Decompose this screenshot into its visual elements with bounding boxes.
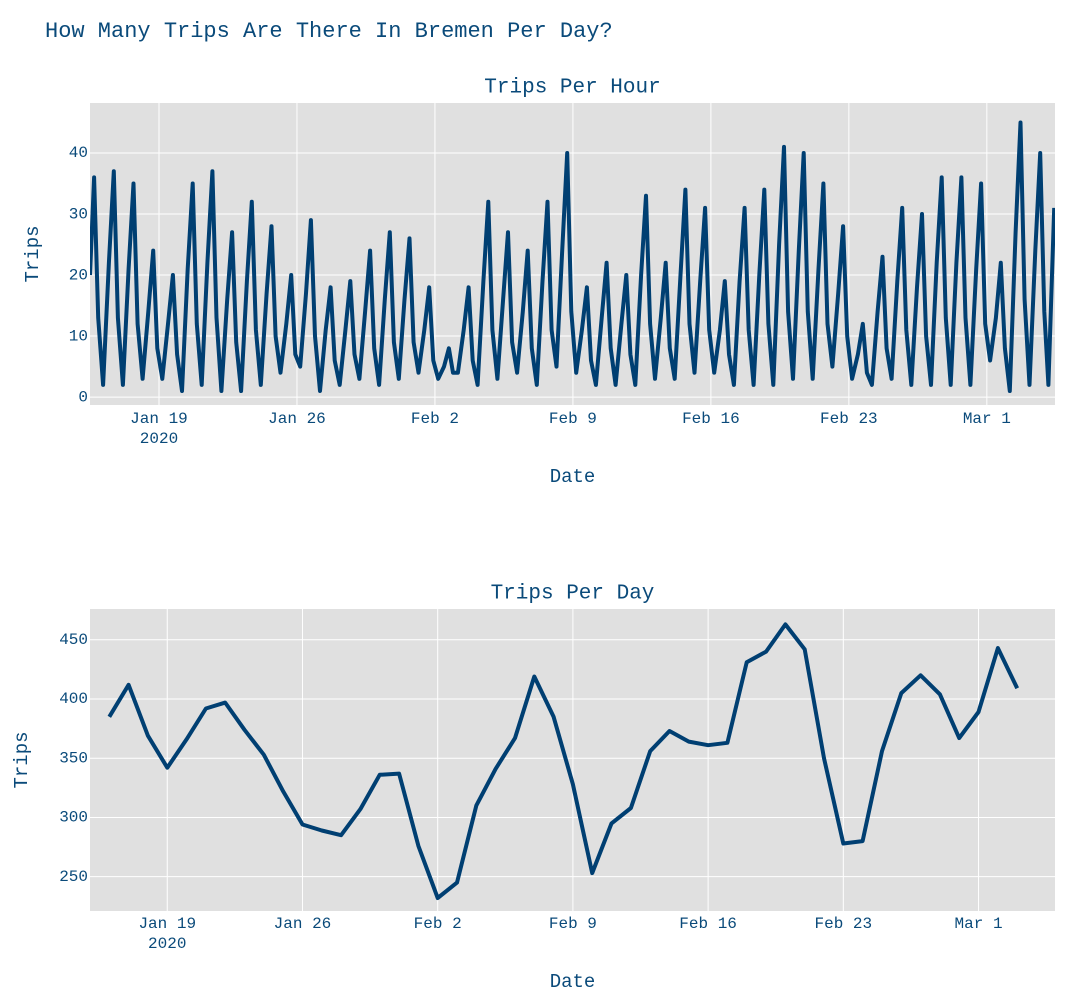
y-tick-label: 30 [69, 205, 88, 223]
y-axis-title: Trips [11, 731, 33, 788]
y-tick-label: 20 [69, 266, 88, 284]
x-axis-title: Date [550, 466, 596, 488]
x-tick-label: Feb 16 [679, 915, 737, 933]
x-tick-label: Jan 26 [268, 410, 326, 428]
data-line [107, 622, 1020, 900]
x-tick-label: Mar 1 [955, 915, 1003, 933]
x-tick-label: Feb 9 [549, 915, 597, 933]
x-tick-label: Feb 2 [411, 410, 459, 428]
x-tick-label: Jan 19 [130, 410, 188, 428]
y-tick-label: 10 [69, 327, 88, 345]
subplot-title: Trips Per Hour [484, 77, 660, 100]
x-tick-label: Feb 2 [414, 915, 462, 933]
x-tick-label: Feb 23 [815, 915, 873, 933]
y-tick-label: 0 [78, 388, 88, 406]
y-tick-label: 300 [59, 809, 88, 827]
y-tick-label: 250 [59, 868, 88, 886]
data-layer [90, 120, 1055, 393]
x-tick-label: Jan 19 [138, 915, 196, 933]
x-tick-label: Jan 26 [274, 915, 332, 933]
y-tick-label: 400 [59, 690, 88, 708]
subplot: Trips Per Hour 0 10 20 30 40 Jan 19 2020 Jan 26 F… [22, 77, 1055, 488]
data-layer [107, 622, 1020, 900]
subplot-title: Trips Per Day [491, 583, 655, 606]
x-tick-label: 2020 [140, 430, 178, 448]
x-tick-label: Feb 16 [682, 410, 740, 428]
x-tick-label: Feb 23 [820, 410, 878, 428]
y-tick-label: 40 [69, 144, 88, 162]
x-tick-label: 2020 [148, 935, 186, 953]
y-tick-label: 450 [59, 631, 88, 649]
y-tick-label: 350 [59, 749, 88, 767]
page-title: How Many Trips Are There In Bremen Per D… [45, 19, 613, 44]
x-tick-label: Mar 1 [963, 410, 1011, 428]
data-line [90, 120, 1055, 393]
y-axis-title: Trips [22, 225, 44, 282]
subplot: Trips Per Day 250 300 350 400 450 Jan 19 2020 Ja… [11, 583, 1055, 993]
x-tick-label: Feb 9 [549, 410, 597, 428]
x-axis-title: Date [550, 971, 596, 993]
